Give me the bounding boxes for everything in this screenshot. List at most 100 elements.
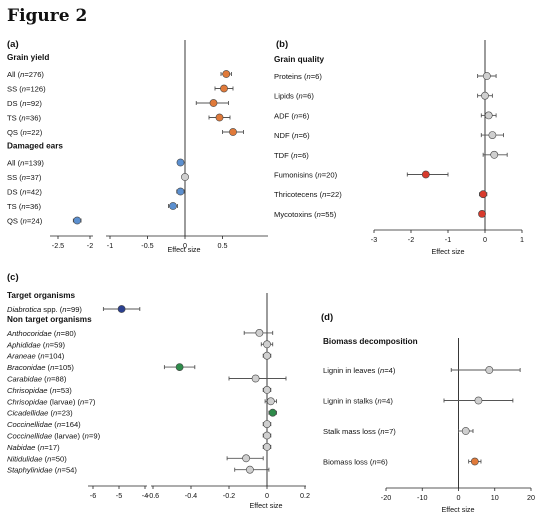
panel-c-xlabel: Effect size — [249, 501, 282, 510]
panel-c-row-label: Braconidae (n=105) — [7, 363, 74, 372]
panel-b-row-label: Mycotoxins (n=55) — [274, 210, 337, 219]
panel-d-row-label: Stalk mass loss (n=7) — [323, 427, 396, 436]
panel-c-row-label: Carabidae (n=88) — [7, 375, 67, 384]
panel-a-row-label: DS (n=42) — [7, 188, 42, 197]
panel-a-3-tick-label: -0.5 — [141, 241, 153, 250]
panel-c-row-point — [268, 408, 277, 417]
panel-d-1-tick-label: -10 — [417, 493, 427, 502]
panel-c-group-0: Target organisms — [7, 291, 76, 300]
panel-a-group-1: Damaged ears — [7, 142, 63, 151]
panel-b-3-tick-label: 0 — [483, 235, 487, 244]
panel-b-row-label: Fumonisins (n=20) — [274, 171, 338, 180]
panel-c-row-point — [263, 431, 271, 440]
panel-c-1-tick-label: -5 — [116, 491, 122, 500]
panel-c-row-point — [245, 465, 254, 474]
panel-c-7-tick-label: 0.2 — [300, 491, 310, 500]
panel-b-row-label: Lipids (n=6) — [274, 92, 314, 101]
panel-a-row-label: QS (n=24) — [7, 217, 43, 226]
panel-c-0-tick-label: -6 — [90, 491, 96, 500]
panel-c-2-tick-label: -4 — [142, 491, 148, 500]
panel-c-5-tick-label: -0.2 — [223, 491, 235, 500]
panel-d-3-tick-label: 10 — [491, 493, 499, 502]
panel-a-4-tick-label: 0 — [183, 241, 187, 250]
panel-b-4-tick-label: 1 — [520, 235, 524, 244]
panel-d-label: (d) — [321, 312, 333, 323]
panel-b-row-point — [421, 170, 430, 179]
panel-a-row-label: TS (n=36) — [7, 114, 41, 123]
panel-b-row-point — [488, 131, 497, 139]
panel-a-xlabel: Effect size — [167, 245, 200, 254]
panel-b-row-label: Thricotecens (n=22) — [274, 190, 342, 199]
panel-c-row-label: Chrisopidae (n=53) — [7, 386, 72, 395]
panel-c-row-point — [266, 397, 275, 406]
panel-b-0-tick-label: -3 — [371, 235, 377, 244]
panel-a-row-point — [169, 202, 177, 210]
panel-a-row-point — [181, 173, 189, 181]
panel-a-row-label: QS (n=22) — [7, 128, 43, 137]
panel-d-row-point — [485, 366, 494, 374]
panel-c-row-point — [251, 374, 260, 383]
panel-c-group-1: Non target organisms — [7, 315, 92, 324]
panel-d-group-0: Biomass decomposition — [323, 337, 418, 346]
panel-b-row-point — [482, 72, 491, 80]
panel-b-1-tick-label: -2 — [408, 235, 414, 244]
panel-c-row-label: Araneae (n=104) — [6, 352, 65, 361]
panel-d-row-point — [470, 457, 479, 466]
panel-a-row-label: All (n=276) — [7, 70, 44, 79]
panel-a-row-label: SS (n=126) — [7, 85, 46, 94]
panel-a-5-tick-label: 0.5 — [218, 241, 228, 250]
panel-b-row-point — [478, 209, 486, 218]
panel-c-row-point — [117, 305, 126, 313]
panel-c-row-label: Nitidulidae (n=50) — [7, 454, 67, 463]
panel-a-row-label: SS (n=37) — [7, 173, 42, 182]
panel-a-row-point — [229, 128, 237, 136]
panel-a-row-label: DS (n=92) — [7, 99, 42, 108]
panel-c-3-tick-label: -0.6 — [147, 491, 159, 500]
panel-a-row-point — [209, 99, 218, 107]
panel-b-row-label: TDF (n=6) — [274, 151, 309, 160]
panel-d-2-tick-label: 0 — [457, 493, 461, 502]
panel-b-row-point — [484, 111, 493, 120]
panel-a-row-point — [215, 113, 224, 122]
panel-b-label: (b) — [276, 39, 288, 50]
panel-a-group-0: Grain yield — [7, 53, 49, 62]
panel-b-row-label: ADF (n=6) — [274, 111, 310, 120]
panel-d-row-label: Lignin in stalks (n=4) — [323, 397, 393, 406]
panel-a-2-tick-label: -1 — [107, 241, 113, 250]
panel-a-1-tick-label: -2 — [87, 241, 93, 250]
panel-a-row-point — [220, 84, 228, 93]
panel-c-row-point — [263, 420, 271, 428]
panel-c-row-point — [263, 442, 271, 451]
panel-c-row-point — [263, 385, 271, 394]
panel-c-label: (c) — [7, 272, 19, 283]
panel-b-2-tick-label: -1 — [445, 235, 451, 244]
figure-title: Figure 2 — [7, 6, 88, 26]
panel-c-row-label: Coccinellidae (n=164) — [7, 420, 81, 429]
panel-c-row-label: Anthocoridae (n=80) — [6, 329, 77, 338]
panel-c-row-label: Aphididae (n=59) — [6, 340, 66, 349]
panel-c-row-label: Diabrotica spp. (n=99) — [7, 305, 82, 314]
panel-c-row-label: Coccinellidae (larvae) (n=9) — [7, 432, 101, 441]
panel-c-row-point — [255, 328, 264, 337]
panel-d-xlabel: Effect size — [441, 505, 474, 514]
panel-c-6-tick-label: 0 — [265, 491, 269, 500]
panel-c-4-tick-label: -0.4 — [185, 491, 197, 500]
panel-b-row-point — [490, 150, 499, 159]
panel-d-row-point — [461, 427, 470, 435]
panel-c-row-point — [175, 363, 184, 371]
panel-c-row-point — [263, 351, 271, 360]
panel-b-row-label: NDF (n=6) — [274, 131, 310, 140]
panel-c-row-label: Staphylinidae (n=54) — [7, 466, 77, 475]
panel-c-row-label: Chrisopidae (larvae) (n=7) — [7, 397, 96, 406]
panel-a-row-point — [222, 70, 231, 78]
panel-a-row-point — [176, 187, 185, 196]
panel-d-row-label: Biomass loss (n=6) — [323, 458, 388, 467]
panel-a-row-point — [176, 158, 185, 167]
panel-a-row-label: TS (n=36) — [7, 202, 41, 211]
panel-b-group-0: Grain quality — [274, 55, 324, 64]
panel-b-row-label: Proteins (n=6) — [274, 72, 322, 81]
panel-a-label: (a) — [7, 39, 19, 50]
panel-b-row-point — [481, 91, 489, 100]
panel-a-0-tick-label: -2.5 — [52, 241, 64, 250]
